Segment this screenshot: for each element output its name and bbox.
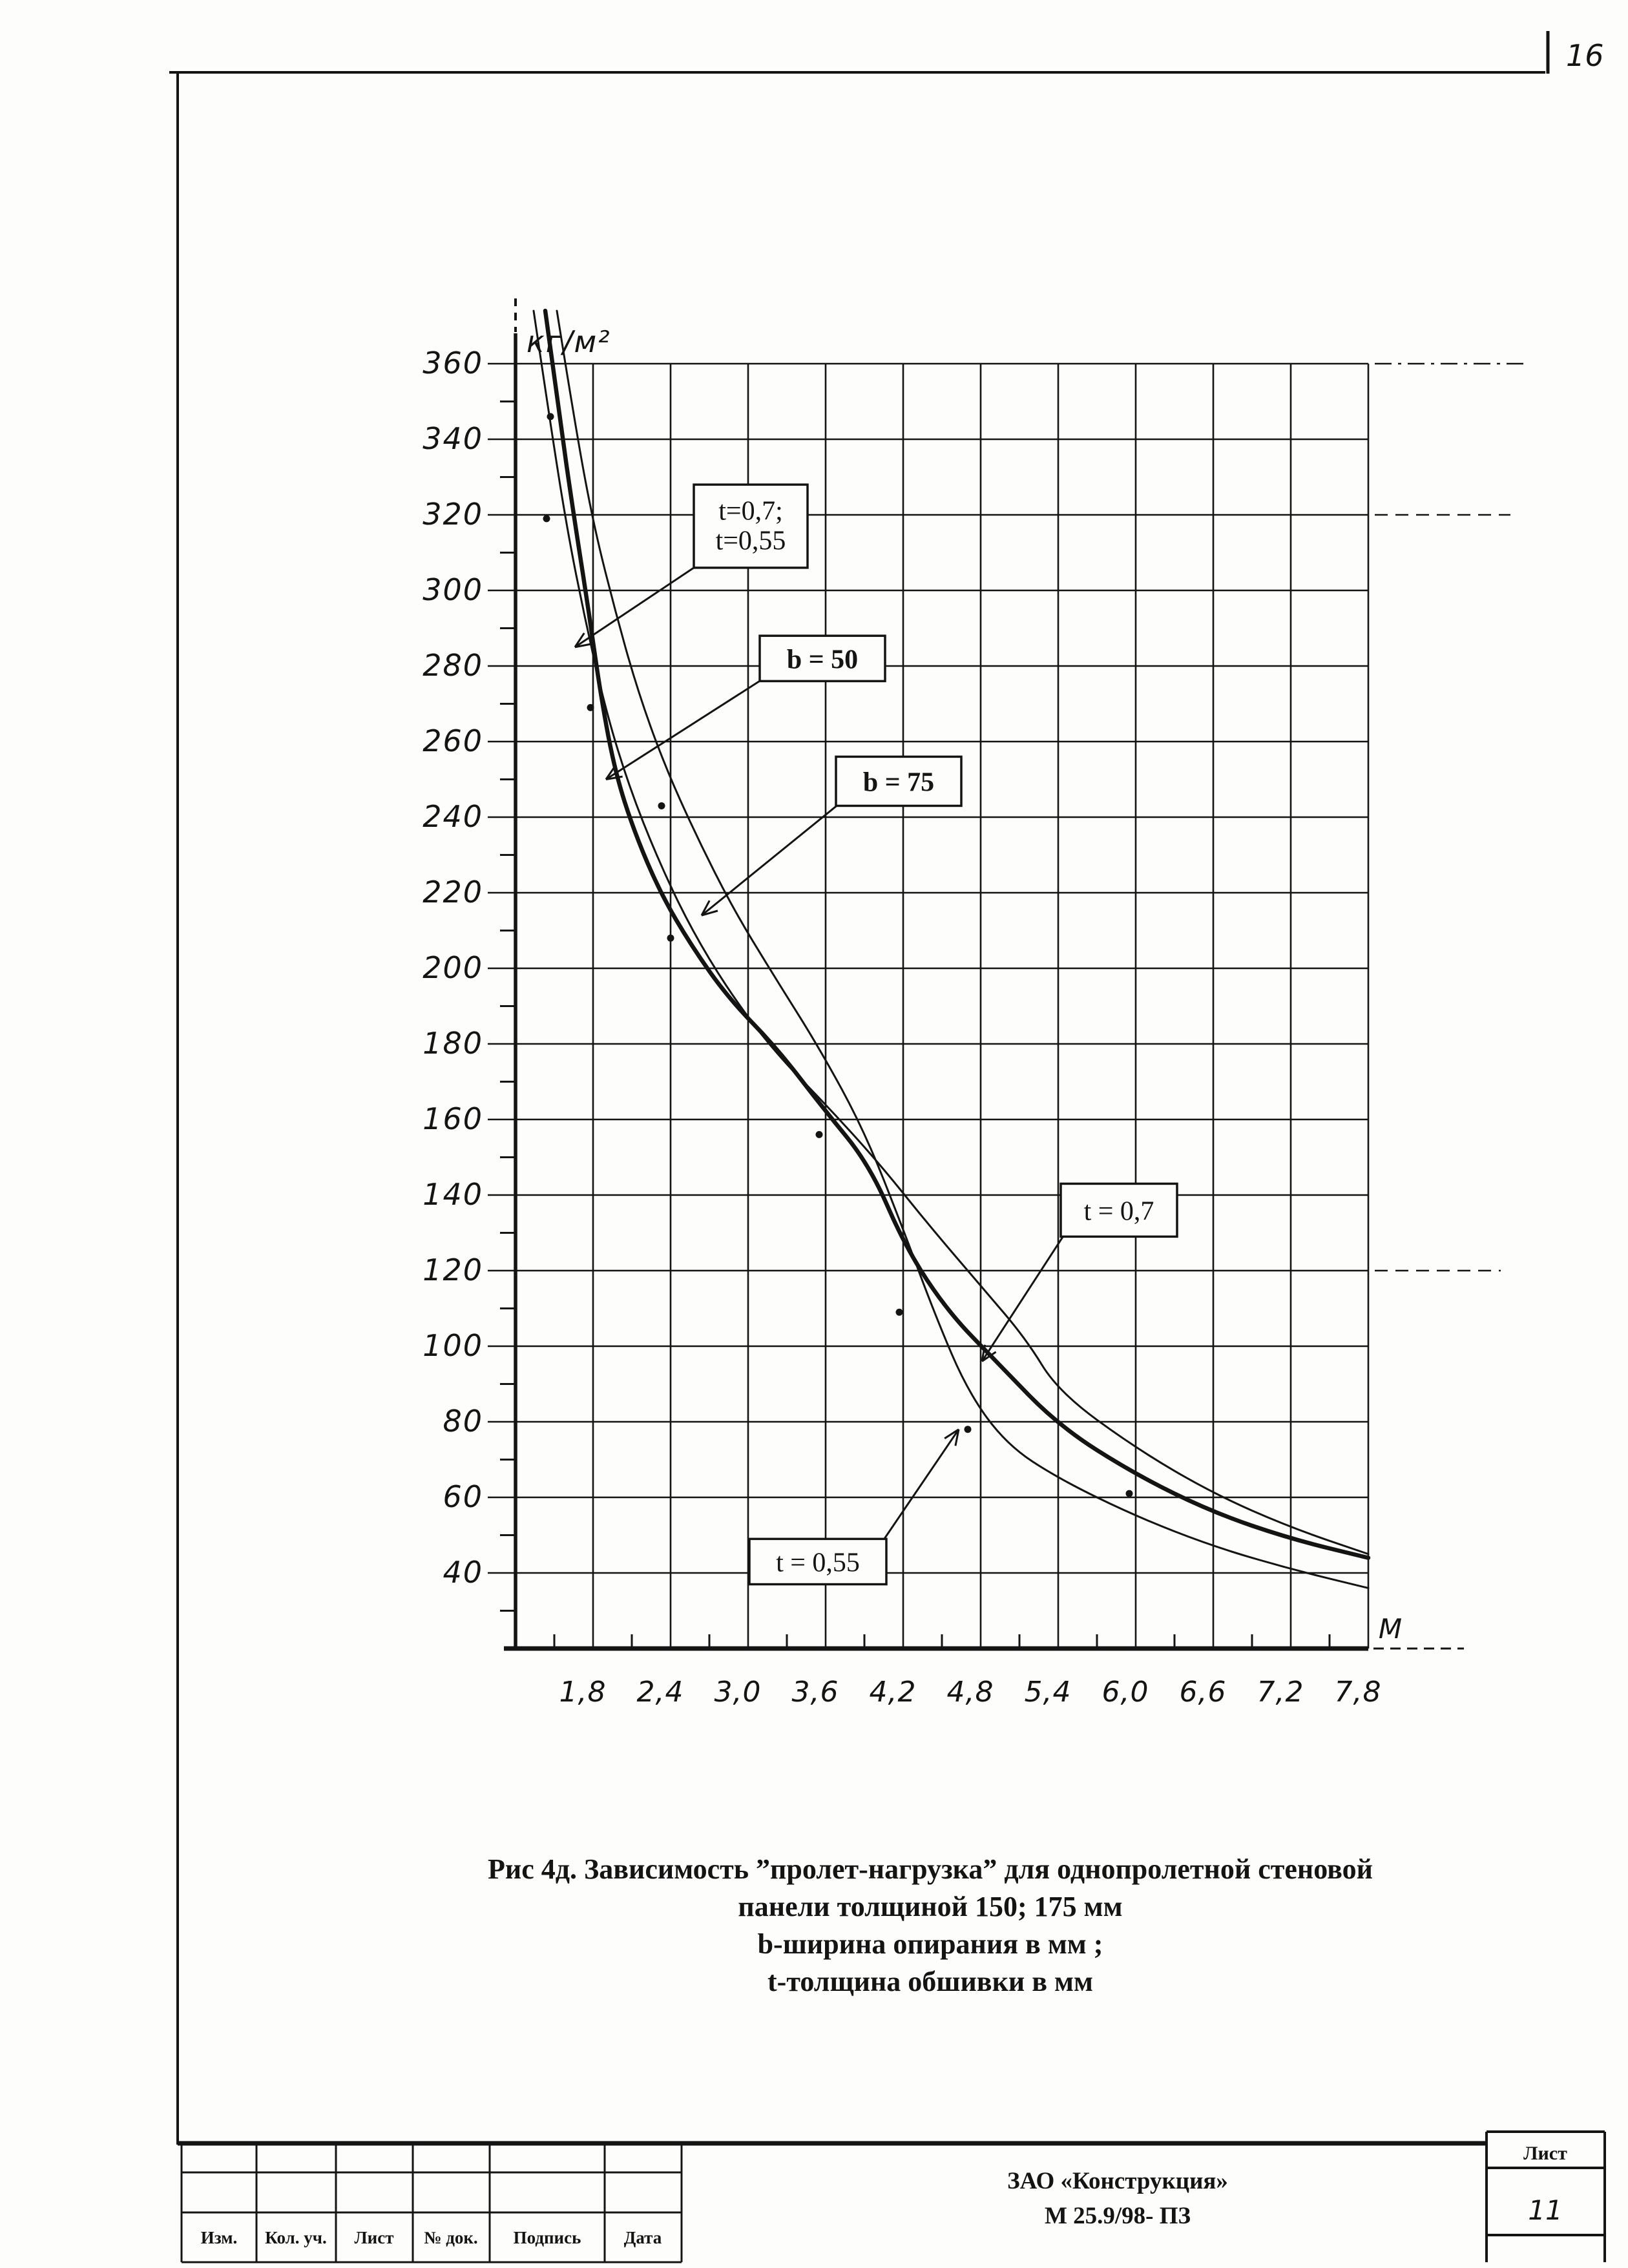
x-tick-label: 4,8 — [947, 1676, 994, 1709]
title-block: Изм. Кол. уч. Лист № док. Подпись Дата З… — [178, 2130, 1606, 2263]
leader-arrowhead — [605, 765, 616, 780]
y-tick-label: 80 — [443, 1404, 483, 1439]
curve-1 — [532, 309, 1370, 1555]
x-tick-label: 3,0 — [715, 1676, 762, 1709]
leader-arrowhead — [954, 1429, 960, 1446]
sheet-number-box: Лист 11 — [1485, 2130, 1606, 2262]
callout-label: b = 50 — [787, 645, 858, 674]
sheet-number: 11 — [1528, 2194, 1562, 2226]
y-tick-label: 120 — [423, 1253, 483, 1287]
col-label-podpis: Подпись — [514, 2228, 581, 2247]
x-tick-label: 6,0 — [1102, 1676, 1149, 1709]
leader-line — [881, 1428, 960, 1543]
chart: 1,8 2,4 3,0 3,6 4,2 4,8 5,4 6,0 6,6 7,2 7,8 360 340 3… — [423, 298, 1530, 1709]
callout-box — [748, 1537, 888, 1586]
y-tick-label: 140 — [423, 1177, 483, 1212]
callout-box — [758, 634, 886, 683]
leader-arrowhead — [981, 1351, 997, 1362]
y-tick-label: 60 — [443, 1479, 483, 1514]
y-tick-label: 100 — [423, 1328, 483, 1363]
leader-arrowhead — [574, 632, 585, 648]
data-point — [667, 934, 674, 942]
data-point — [658, 802, 665, 809]
callout-box — [693, 483, 809, 569]
leader-arrowhead — [944, 1428, 959, 1440]
sheet-frame — [169, 31, 1550, 2145]
leader-line — [574, 564, 698, 648]
revision-table-labels: Изм. Кол. уч. Лист № док. Подпись Дата — [201, 2228, 662, 2247]
y-tick-label: 200 — [423, 950, 483, 985]
caption-line-4: t-толщина обшивки в мм — [767, 1966, 1093, 1997]
data-point — [895, 1308, 903, 1316]
callout-label: t = 0,7 — [1084, 1196, 1154, 1226]
curve-3 — [543, 308, 1371, 1560]
x-tick-label: 7,8 — [1335, 1676, 1382, 1709]
caption-line-2: панели толщиной 150; 175 мм — [738, 1891, 1122, 1922]
x-tick-label: 3,6 — [792, 1676, 839, 1709]
page-number: 16 — [1566, 38, 1604, 73]
data-point — [964, 1426, 972, 1433]
x-tick-label: 6,6 — [1180, 1676, 1227, 1709]
x-tick-label: 2,4 — [637, 1676, 684, 1709]
data-point — [815, 1130, 823, 1138]
y-tick-label: 340 — [423, 421, 483, 456]
leader-line — [605, 678, 764, 780]
leader-line — [981, 1233, 1066, 1362]
x-tick-label: 4,2 — [870, 1676, 917, 1709]
data-point — [547, 413, 554, 421]
col-label-izm: Изм. — [201, 2228, 238, 2247]
caption-line-3: b-ширина опирания в мм ; — [758, 1928, 1103, 1960]
x-tick-label: 5,4 — [1025, 1676, 1072, 1709]
y-tick-label: 300 — [423, 572, 483, 607]
y-tick-label: 240 — [423, 799, 483, 834]
leader-arrowhead — [605, 775, 623, 780]
col-label-list: Лист — [355, 2228, 394, 2247]
organization-name: ЗАО «Конструкция» — [1007, 2168, 1228, 2194]
callout-box — [835, 755, 963, 807]
leader-line — [701, 802, 840, 917]
callout-label: b = 75 — [863, 767, 934, 797]
curve-2 — [556, 309, 1370, 1589]
callout-label: t=0,7; — [718, 497, 783, 526]
col-label-no-dok: № док. — [424, 2228, 477, 2247]
col-label-data: Дата — [624, 2228, 662, 2247]
data-point — [543, 515, 550, 523]
leader-arrowhead — [700, 900, 711, 916]
leader-arrowhead — [701, 910, 718, 917]
data-point — [587, 703, 594, 711]
y-tick-label: 360 — [423, 346, 483, 380]
data-point — [1125, 1490, 1133, 1497]
x-tick-label: 7,2 — [1257, 1676, 1304, 1709]
y-tick-label: 220 — [423, 875, 483, 910]
figure-caption: Рис 4д. Зависимость ”пролет-нагрузка” дл… — [488, 1853, 1373, 1997]
callout-label: t = 0,55 — [776, 1548, 860, 1577]
y-tick-label: 320 — [423, 497, 483, 532]
callout-box — [1059, 1182, 1178, 1238]
col-label-kol-uch: Кол. уч. — [265, 2228, 327, 2247]
y-tick-label: 280 — [423, 648, 483, 683]
y-tick-label: 180 — [423, 1026, 483, 1061]
callout-label: t=0,55 — [716, 526, 786, 556]
x-tick-label: 1,8 — [559, 1676, 607, 1709]
sheet-label: Лист — [1523, 2143, 1567, 2164]
y-tick-label: 260 — [423, 723, 483, 758]
revision-table — [180, 2143, 683, 2263]
document-code: М 25.9/98- ПЗ — [1045, 2203, 1191, 2229]
caption-line-1: Рис 4д. Зависимость ”пролет-нагрузка” дл… — [488, 1853, 1373, 1885]
y-tick-label: 40 — [443, 1555, 483, 1590]
leader-arrowhead — [981, 1344, 986, 1362]
y-tick-label: 160 — [423, 1101, 483, 1136]
title-block-center: ЗАО «Конструкция» М 25.9/98- ПЗ — [1007, 2168, 1228, 2229]
leader-arrowhead — [574, 643, 592, 649]
x-axis-unit-label: М — [1379, 1613, 1402, 1645]
